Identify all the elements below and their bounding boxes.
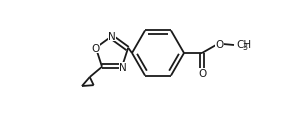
Text: N: N [119,63,126,73]
Text: O: O [198,68,206,78]
Text: O: O [92,43,100,53]
Text: CH: CH [236,40,251,50]
Text: 3: 3 [243,43,247,52]
Text: N: N [108,31,116,41]
Text: O: O [215,40,224,50]
